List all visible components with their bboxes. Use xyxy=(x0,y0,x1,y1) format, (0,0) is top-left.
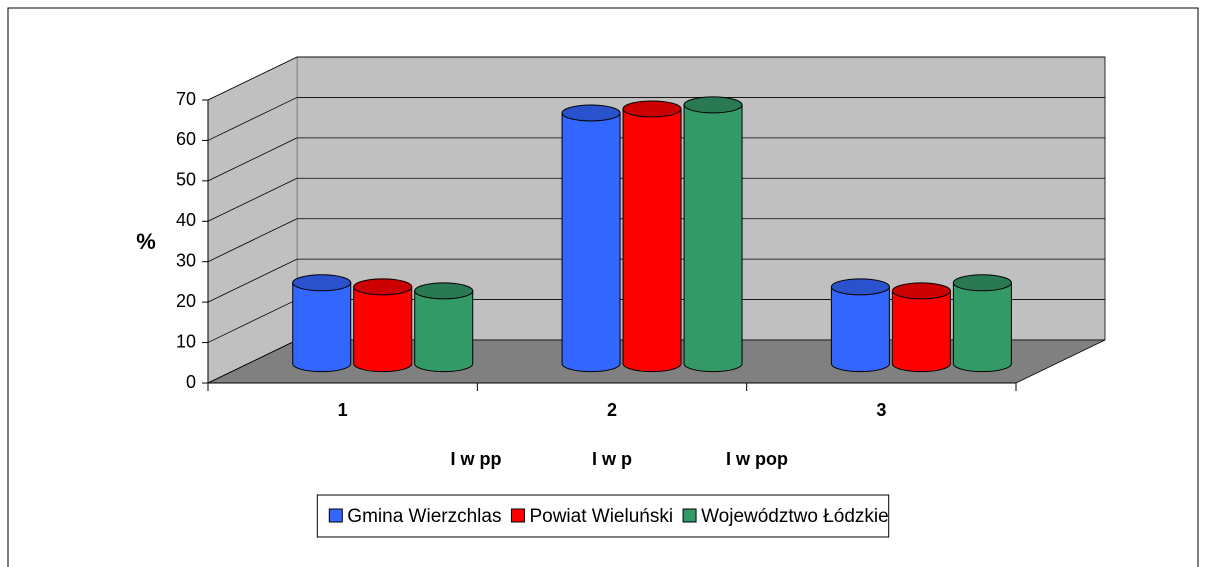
bar-body xyxy=(683,104,743,373)
legend-swatch xyxy=(682,508,697,523)
y-axis-title: % xyxy=(136,229,156,254)
grid-line xyxy=(207,299,298,343)
grid-line xyxy=(207,177,298,222)
legend-label: Województwo Łódzkie xyxy=(701,506,889,527)
bar-body xyxy=(292,282,352,373)
x-tick-label: 2 xyxy=(607,400,617,420)
bar-body xyxy=(891,290,951,373)
legend-swatch xyxy=(328,508,343,523)
bar-top xyxy=(414,282,474,300)
y-tick-label: 60 xyxy=(176,129,196,149)
bar xyxy=(952,274,1012,373)
legend-label: Gmina Wierzchlas xyxy=(347,506,501,527)
bar xyxy=(891,282,951,373)
side-wall xyxy=(207,56,298,384)
bar-body xyxy=(414,290,474,373)
grid-line xyxy=(207,137,298,182)
grid-line xyxy=(207,218,298,263)
bar-body xyxy=(830,286,890,373)
bar-top xyxy=(891,282,951,300)
bar-top xyxy=(292,274,352,292)
bar xyxy=(353,278,413,373)
grid-line xyxy=(207,56,298,101)
bar-body xyxy=(622,108,682,373)
bar xyxy=(292,274,352,373)
bar xyxy=(683,96,743,373)
bar-body xyxy=(353,286,413,373)
y-tick-label: 70 xyxy=(176,89,196,109)
bar-top xyxy=(830,278,890,296)
bar-top xyxy=(952,274,1012,292)
x-tick-label: 1 xyxy=(338,400,348,420)
legend-label: Powiat Wieluński xyxy=(529,506,673,527)
annotation: I w pp xyxy=(451,449,502,469)
legend xyxy=(316,494,890,538)
x-tick-label: 3 xyxy=(876,400,886,420)
grid-line xyxy=(207,97,298,141)
y-tick-label: 50 xyxy=(176,170,196,190)
grid-line xyxy=(207,258,298,303)
y-tick-label: 40 xyxy=(176,210,196,230)
y-tick-label: 20 xyxy=(176,291,196,311)
bar xyxy=(622,100,682,373)
y-tick-label: 30 xyxy=(176,250,196,270)
bar-body xyxy=(952,282,1012,373)
bar-top xyxy=(622,100,682,118)
bar xyxy=(414,282,474,373)
annotation: I w pop xyxy=(726,449,788,469)
legend-swatch xyxy=(510,508,525,523)
bar-body xyxy=(561,112,621,373)
y-tick-label: 0 xyxy=(186,372,196,392)
bar xyxy=(561,104,621,373)
bar-top xyxy=(353,278,413,296)
bar-top xyxy=(683,96,743,114)
annotation: I w p xyxy=(592,449,632,469)
bar-top xyxy=(561,104,621,122)
plot: 0 10 20 30 40 50 60 70 1 2 3 xyxy=(176,56,1105,420)
y-tick-label: 10 xyxy=(176,331,196,351)
grid-line xyxy=(207,339,298,384)
bar xyxy=(830,278,890,373)
